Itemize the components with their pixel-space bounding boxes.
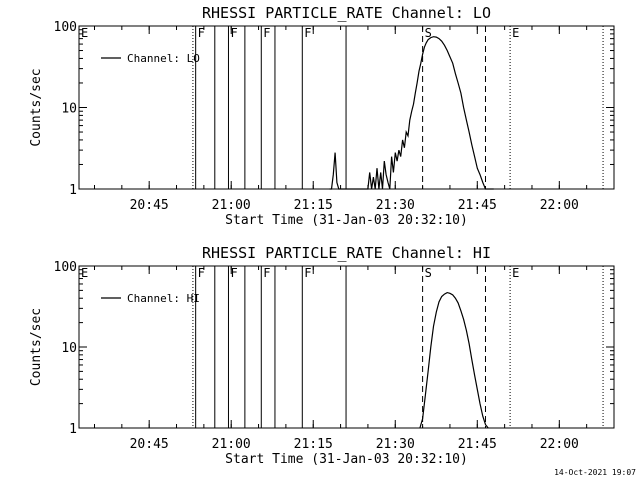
y-tick-label: 100 bbox=[54, 260, 77, 275]
chart-title: RHESSI PARTICLE_RATE Channel: LO bbox=[202, 4, 491, 22]
x-tick-label: 21:30 bbox=[376, 437, 415, 452]
x-axis-label: Start Time (31-Jan-03 20:32:10) bbox=[225, 213, 468, 228]
series-line bbox=[329, 36, 494, 190]
annotation-label: F bbox=[198, 266, 205, 280]
annotation-label: E bbox=[81, 266, 88, 280]
annotation-label: F bbox=[198, 26, 205, 40]
annotation-label: F bbox=[230, 266, 237, 280]
x-tick-label: 22:00 bbox=[540, 198, 579, 213]
x-tick-label: 21:00 bbox=[212, 437, 251, 452]
y-tick-label: 100 bbox=[54, 20, 77, 35]
legend-label: Channel: HI bbox=[127, 292, 200, 305]
annotation-label: F bbox=[230, 26, 237, 40]
annotation-label: F bbox=[304, 266, 311, 280]
y-tick-label: 1 bbox=[69, 422, 77, 437]
x-tick-label: 21:30 bbox=[376, 198, 415, 213]
x-tick-label: 21:45 bbox=[458, 198, 497, 213]
annotation-label: F bbox=[263, 26, 270, 40]
chart-title: RHESSI PARTICLE_RATE Channel: HI bbox=[202, 244, 491, 262]
annotation-label: S bbox=[425, 266, 432, 280]
x-tick-label: 21:00 bbox=[212, 198, 251, 213]
annotation-label: S bbox=[425, 26, 432, 40]
annotation-label: F bbox=[263, 266, 270, 280]
x-tick-label: 21:15 bbox=[294, 437, 333, 452]
annotation-label: E bbox=[81, 26, 88, 40]
x-tick-label: 21:15 bbox=[294, 198, 333, 213]
y-tick-label: 10 bbox=[61, 102, 77, 117]
x-tick-label: 22:00 bbox=[540, 437, 579, 452]
x-tick-label: 20:45 bbox=[130, 198, 169, 213]
series-line bbox=[419, 291, 489, 429]
y-axis-label: Counts/sec bbox=[29, 68, 44, 146]
y-tick-label: 10 bbox=[61, 341, 77, 356]
x-tick-label: 20:45 bbox=[130, 437, 169, 452]
timestamp: 14-Oct-2021 19:07 bbox=[554, 468, 636, 477]
y-axis-label: Counts/sec bbox=[29, 308, 44, 386]
legend-label: Channel: LO bbox=[127, 52, 200, 65]
annotation-label: F bbox=[304, 26, 311, 40]
chart-panel-2: RHESSI PARTICLE_RATE Channel: HI 1 10 100 20… bbox=[29, 244, 615, 467]
annotation-label: E bbox=[512, 266, 519, 280]
y-tick-label: 1 bbox=[69, 183, 77, 198]
x-axis-label: Start Time (31-Jan-03 20:32:10) bbox=[225, 452, 468, 467]
chart-panel-1: RHESSI PARTICLE_RATE Channel: LO 1 10 100 20… bbox=[29, 4, 615, 228]
annotation-label: E bbox=[512, 26, 519, 40]
x-tick-label: 21:45 bbox=[458, 437, 497, 452]
